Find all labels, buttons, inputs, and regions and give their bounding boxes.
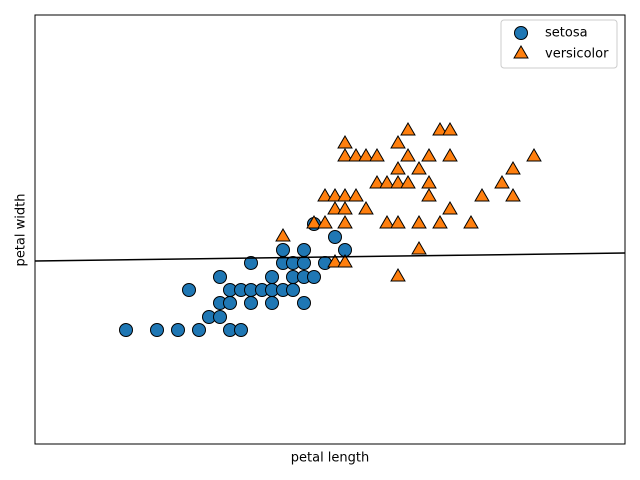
circle-marker — [150, 323, 164, 337]
triangle-marker — [421, 148, 437, 162]
circle-marker — [213, 310, 227, 324]
triangle-marker — [337, 148, 353, 162]
circle-marker — [182, 283, 196, 297]
circle-marker — [297, 256, 311, 270]
triangle-marker — [400, 148, 416, 162]
triangle-marker — [390, 268, 406, 282]
triangle-marker — [513, 45, 529, 59]
triangle-marker — [337, 201, 353, 215]
triangle-marker — [390, 135, 406, 149]
circle-marker — [514, 26, 528, 40]
triangle-marker — [411, 241, 427, 255]
triangle-marker — [337, 188, 353, 202]
triangle-marker — [390, 175, 406, 189]
triangle-marker — [317, 188, 333, 202]
circle-marker — [265, 270, 279, 284]
triangle-marker — [317, 215, 333, 229]
circle-marker — [171, 323, 185, 337]
triangle-marker — [463, 215, 479, 229]
triangle-marker — [390, 161, 406, 175]
circle-marker — [244, 256, 258, 270]
circle-marker — [223, 296, 237, 310]
triangle-marker — [442, 122, 458, 136]
triangle-marker — [411, 215, 427, 229]
triangle-marker — [337, 135, 353, 149]
triangle-marker — [348, 148, 364, 162]
triangle-marker — [306, 215, 322, 229]
triangle-marker — [400, 175, 416, 189]
legend-box — [500, 19, 618, 69]
triangle-marker — [379, 175, 395, 189]
triangle-marker — [358, 148, 374, 162]
circle-marker — [276, 243, 290, 257]
triangle-marker — [400, 122, 416, 136]
circle-marker — [297, 296, 311, 310]
y-axis-label: petal width — [14, 194, 29, 267]
circle-marker — [119, 323, 133, 337]
triangle-marker — [337, 215, 353, 229]
triangle-marker — [421, 175, 437, 189]
triangle-marker — [474, 188, 490, 202]
circle-marker — [192, 323, 206, 337]
triangle-marker — [379, 215, 395, 229]
x-axis-label: petal length — [291, 451, 370, 466]
triangle-marker — [432, 122, 448, 136]
triangle-marker — [369, 148, 385, 162]
triangle-marker — [505, 161, 521, 175]
triangle-marker — [327, 188, 343, 202]
triangle-marker — [369, 175, 385, 189]
circle-marker — [244, 296, 258, 310]
triangle-marker — [275, 228, 291, 242]
triangle-marker — [358, 201, 374, 215]
triangle-marker — [348, 188, 364, 202]
legend-label: setosa — [545, 26, 588, 41]
triangle-marker — [505, 188, 521, 202]
circle-marker — [328, 230, 342, 244]
triangle-marker — [442, 201, 458, 215]
triangle-marker — [526, 148, 542, 162]
triangle-marker — [442, 148, 458, 162]
decision-line — [34, 252, 626, 262]
circle-marker — [234, 323, 248, 337]
triangle-marker — [390, 215, 406, 229]
circle-marker — [213, 270, 227, 284]
legend-label: versicolor — [545, 47, 609, 62]
circle-marker — [318, 256, 332, 270]
triangle-marker — [432, 215, 448, 229]
triangle-marker — [327, 254, 343, 268]
triangle-marker — [337, 254, 353, 268]
circle-marker — [297, 243, 311, 257]
triangle-marker — [494, 175, 510, 189]
triangle-marker — [411, 161, 427, 175]
circle-marker — [265, 296, 279, 310]
triangle-marker — [327, 201, 343, 215]
circle-marker — [307, 270, 321, 284]
circle-marker — [286, 283, 300, 297]
triangle-marker — [421, 188, 437, 202]
axes-frame — [34, 14, 626, 445]
